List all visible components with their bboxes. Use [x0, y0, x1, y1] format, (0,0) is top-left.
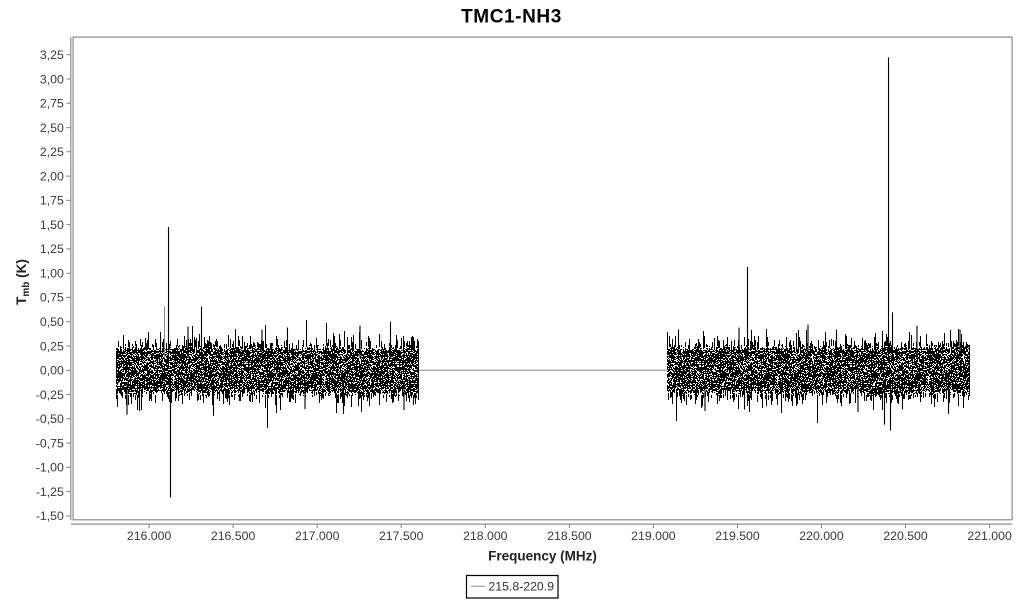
svg-text:216.000: 216.000	[127, 529, 172, 543]
svg-text:Tmb (K): Tmb (K)	[14, 259, 32, 305]
svg-text:218.500: 218.500	[547, 529, 592, 543]
svg-text:-0,50: -0,50	[36, 412, 64, 426]
svg-text:2,00: 2,00	[40, 169, 64, 183]
svg-text:220.000: 220.000	[799, 529, 844, 543]
svg-text:TMC1-NH3: TMC1-NH3	[461, 7, 562, 28]
svg-text:219.500: 219.500	[715, 529, 760, 543]
svg-text:221.000: 221.000	[967, 529, 1012, 543]
svg-text:2,75: 2,75	[40, 97, 64, 111]
svg-text:Frequency (MHz): Frequency (MHz)	[488, 549, 597, 564]
svg-text:217.000: 217.000	[295, 529, 340, 543]
svg-text:216.500: 216.500	[211, 529, 256, 543]
svg-text:220.500: 220.500	[883, 529, 928, 543]
svg-text:1,25: 1,25	[40, 242, 64, 256]
svg-text:1,50: 1,50	[40, 218, 64, 232]
svg-text:-0,75: -0,75	[36, 436, 64, 450]
svg-text:1,75: 1,75	[40, 194, 64, 208]
svg-text:2,25: 2,25	[40, 145, 64, 159]
svg-text:219.000: 219.000	[631, 529, 676, 543]
svg-text:0,75: 0,75	[40, 291, 64, 305]
svg-text:3,25: 3,25	[40, 48, 64, 62]
svg-text:0,25: 0,25	[40, 339, 64, 353]
svg-text:215.8-220.9: 215.8-220.9	[488, 580, 554, 594]
svg-text:0,00: 0,00	[40, 364, 64, 378]
svg-text:1,00: 1,00	[40, 267, 64, 281]
svg-text:0,50: 0,50	[40, 315, 64, 329]
svg-text:-1,00: -1,00	[36, 461, 64, 475]
svg-text:218.000: 218.000	[463, 529, 508, 543]
svg-text:3,00: 3,00	[40, 72, 64, 86]
svg-text:-1,50: -1,50	[36, 509, 64, 523]
svg-text:-1,25: -1,25	[36, 485, 64, 499]
svg-text:-0,25: -0,25	[36, 388, 64, 402]
svg-text:217.500: 217.500	[379, 529, 424, 543]
svg-text:2,50: 2,50	[40, 121, 64, 135]
